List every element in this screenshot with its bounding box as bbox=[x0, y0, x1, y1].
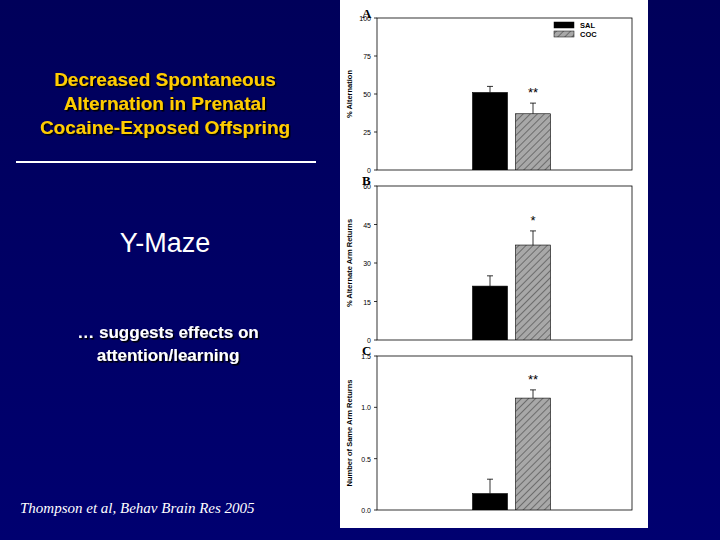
tick-label: 75 bbox=[363, 53, 371, 60]
tick-label: 0.5 bbox=[361, 456, 371, 463]
marks bbox=[473, 231, 551, 340]
legend-swatch bbox=[554, 22, 574, 28]
plot-frame bbox=[377, 356, 632, 510]
background bbox=[0, 0, 720, 540]
bar bbox=[516, 398, 551, 510]
tick-label: 100 bbox=[359, 15, 371, 22]
tick-label: 60 bbox=[363, 183, 371, 190]
bar bbox=[516, 114, 551, 170]
tick bbox=[374, 340, 377, 341]
tick-label: 15 bbox=[363, 299, 371, 306]
axis-label: % Alternate Arm Returns bbox=[345, 219, 354, 307]
tick bbox=[374, 407, 377, 408]
tick-label: 0.0 bbox=[361, 507, 371, 514]
tick-label: 50 bbox=[363, 91, 371, 98]
error-bar bbox=[487, 276, 493, 286]
slide-title: Decreased Spontaneous bbox=[54, 69, 276, 90]
bar bbox=[473, 286, 508, 340]
axis-label: Number of Same Arm Returns bbox=[345, 380, 354, 487]
tick-label: 45 bbox=[363, 222, 371, 229]
tick bbox=[374, 94, 377, 95]
tick bbox=[374, 56, 377, 57]
legend-label: SAL bbox=[580, 21, 595, 30]
tick bbox=[374, 356, 377, 357]
bar bbox=[473, 92, 508, 170]
tick-label: 1.0 bbox=[361, 404, 371, 411]
note: attention/learning bbox=[97, 346, 240, 365]
slide: Decreased Spontaneous Alternation in Pren… bbox=[0, 0, 720, 540]
citation: Thompson et al, Behav Brain Res 2005 bbox=[20, 500, 255, 516]
note: … suggests effects on bbox=[77, 323, 258, 342]
tick-label: 1.5 bbox=[361, 353, 371, 360]
significance: ** bbox=[528, 372, 538, 387]
marks bbox=[473, 390, 551, 510]
slide-title: Cocaine-Exposed Offspring bbox=[40, 117, 290, 138]
error-bar bbox=[530, 103, 536, 114]
significance: * bbox=[530, 213, 535, 228]
chart: A0255075100% Alternation**SALCOC bbox=[345, 6, 632, 174]
tick-label: 25 bbox=[363, 129, 371, 136]
tick bbox=[374, 458, 377, 459]
tick bbox=[374, 132, 377, 133]
legend-label: COC bbox=[580, 30, 597, 39]
plot-frame bbox=[377, 18, 632, 170]
bar bbox=[516, 245, 551, 340]
error-bar bbox=[487, 479, 493, 493]
legend-swatch bbox=[554, 31, 574, 37]
marks bbox=[473, 86, 551, 170]
title-rule bbox=[16, 161, 316, 163]
tick bbox=[374, 170, 377, 171]
slide-title: Alternation in Prenatal bbox=[64, 93, 267, 114]
figure-panel bbox=[340, 0, 648, 528]
tick bbox=[374, 186, 377, 187]
tick bbox=[374, 510, 377, 511]
tick bbox=[374, 301, 377, 302]
chart: B015304560% Alternate Arm Returns* bbox=[345, 173, 632, 344]
plot-frame bbox=[377, 186, 632, 340]
error-bar bbox=[530, 231, 536, 245]
tick bbox=[374, 263, 377, 264]
error-bar bbox=[487, 86, 493, 92]
bar bbox=[473, 494, 508, 510]
chart: C0.00.51.01.5Number of Same Arm Returns*… bbox=[345, 343, 632, 514]
tick bbox=[374, 18, 377, 19]
tick bbox=[374, 224, 377, 225]
significance: ** bbox=[528, 85, 538, 100]
error-bar bbox=[530, 390, 536, 398]
axis-label: % Alternation bbox=[345, 70, 354, 118]
heading: Y-Maze bbox=[120, 228, 211, 258]
tick-label: 30 bbox=[363, 260, 371, 267]
